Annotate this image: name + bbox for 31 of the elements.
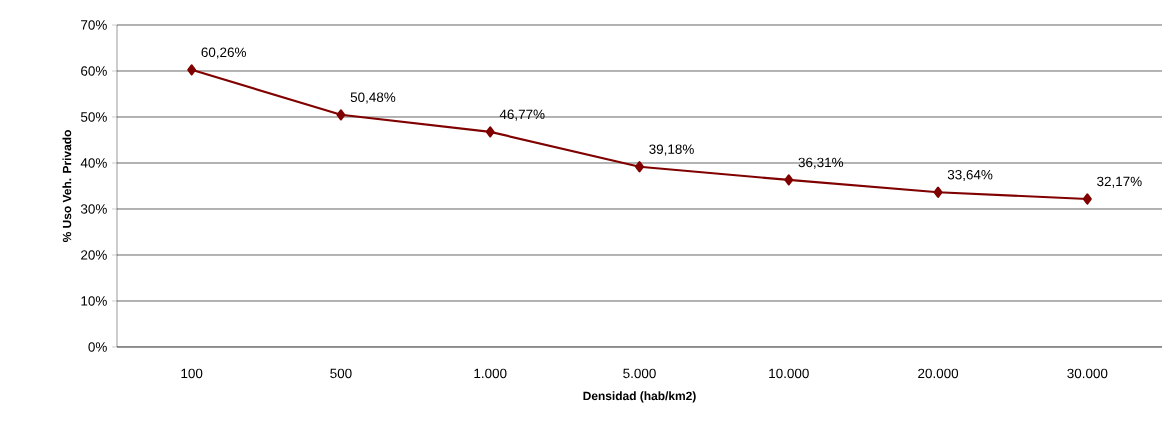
y-tick-label: 50%: [80, 112, 107, 122]
y-tick-label: 0%: [88, 342, 107, 352]
point: [933, 186, 943, 198]
data-label: 60,26%: [201, 47, 246, 59]
point: [187, 64, 197, 76]
y-tick-label: 20%: [81, 250, 107, 260]
data-label: 39,18%: [649, 144, 694, 156]
x-tick-label: 1.000: [474, 368, 507, 379]
point: [1082, 193, 1092, 205]
y-tick-label: 70%: [81, 20, 107, 30]
x-tick-label: 500: [330, 368, 352, 379]
y-tick-label: 40%: [80, 158, 107, 168]
x-tick-label: 5.000: [623, 368, 656, 379]
x-tick-label: 20.000: [918, 368, 959, 379]
x-tick-label: 30.000: [1067, 368, 1108, 379]
point: [485, 126, 495, 138]
data-label: 32,17%: [1097, 176, 1142, 188]
y-tick-label: 10%: [81, 296, 107, 306]
y-axis-title: % Uso Veh. Privado: [62, 130, 72, 243]
data-label: 36,31%: [798, 157, 844, 169]
y-tick-label: 30%: [80, 204, 107, 214]
x-tick-label: 10.000: [769, 368, 809, 379]
point: [635, 161, 644, 173]
point: [784, 174, 794, 186]
y-tick-label: 60%: [81, 66, 107, 76]
point: [336, 109, 346, 121]
x-axis-title: Densidad (hab/km2): [583, 391, 696, 403]
x-tick-label: 100: [181, 368, 203, 379]
data-label: 50,48%: [350, 92, 396, 104]
data-label: 46,77%: [499, 109, 545, 121]
data-label: 33,64%: [947, 169, 993, 182]
